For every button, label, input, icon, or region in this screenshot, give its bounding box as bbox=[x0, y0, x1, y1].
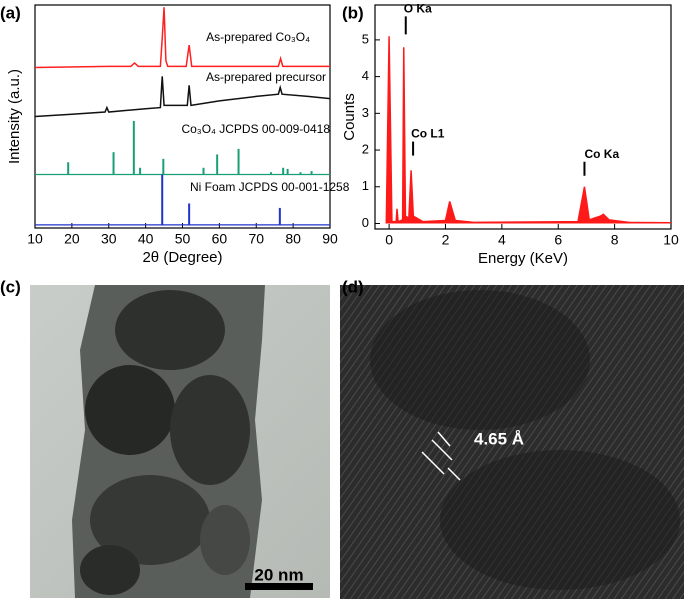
y-tick-label: 3 bbox=[362, 105, 369, 120]
x-tick-label: 2 bbox=[442, 232, 450, 248]
y-tick-label: 0 bbox=[362, 215, 369, 230]
y-tick-label: 5 bbox=[362, 31, 369, 46]
tem-image bbox=[30, 285, 330, 598]
x-axis-label: 2θ (Degree) bbox=[142, 249, 222, 266]
annotation: Co L1 bbox=[411, 127, 445, 141]
series-label: Ni Foam JCPDS 00-001-1258 bbox=[190, 180, 350, 194]
panel-label: (b) bbox=[342, 3, 364, 22]
scale-bar-label: 20 nm bbox=[254, 565, 303, 584]
panel-label: (c) bbox=[0, 277, 21, 296]
y-axis-label: Counts bbox=[341, 93, 358, 141]
x-tick-label: 60 bbox=[212, 231, 228, 247]
spectrum-line bbox=[385, 36, 672, 224]
y-axis-label: Intensity (a.u.) bbox=[6, 69, 23, 164]
y-tick-label: 1 bbox=[362, 178, 369, 193]
xrd-trace bbox=[34, 76, 331, 118]
panel-label: (a) bbox=[0, 3, 21, 22]
x-tick-label: 8 bbox=[611, 232, 619, 248]
y-tick-label: 2 bbox=[362, 141, 369, 156]
x-tick-label: 6 bbox=[554, 232, 562, 248]
x-tick-label: 30 bbox=[101, 231, 117, 247]
x-axis-label: Energy (KeV) bbox=[478, 250, 568, 267]
series-label: As-prepared Co₃O₄ bbox=[206, 30, 310, 44]
series-label: Co₃O₄ JCPDS 00-009-0418 bbox=[181, 122, 330, 136]
x-tick-label: 90 bbox=[322, 231, 338, 247]
annotation: O Ka bbox=[404, 2, 432, 16]
lattice-spacing: 4.65 Å bbox=[474, 429, 524, 448]
hrtem-image bbox=[340, 285, 684, 599]
x-tick-label: 50 bbox=[175, 231, 191, 247]
x-tick-label: 10 bbox=[27, 231, 43, 247]
series-label: As-prepared precursor bbox=[206, 70, 326, 84]
x-tick-label: 20 bbox=[64, 231, 80, 247]
x-tick-label: 4 bbox=[498, 232, 506, 248]
xrd-trace bbox=[34, 7, 330, 69]
x-tick-label: 10 bbox=[663, 232, 679, 248]
x-tick-label: 80 bbox=[285, 231, 301, 247]
x-tick-label: 70 bbox=[248, 231, 264, 247]
panel-label: (d) bbox=[342, 277, 364, 296]
x-tick-label: 40 bbox=[138, 231, 154, 247]
y-tick-label: 4 bbox=[362, 68, 369, 83]
x-tick-label: 0 bbox=[385, 232, 393, 248]
annotation: Co Ka bbox=[584, 147, 619, 161]
plot-frame bbox=[374, 4, 672, 230]
